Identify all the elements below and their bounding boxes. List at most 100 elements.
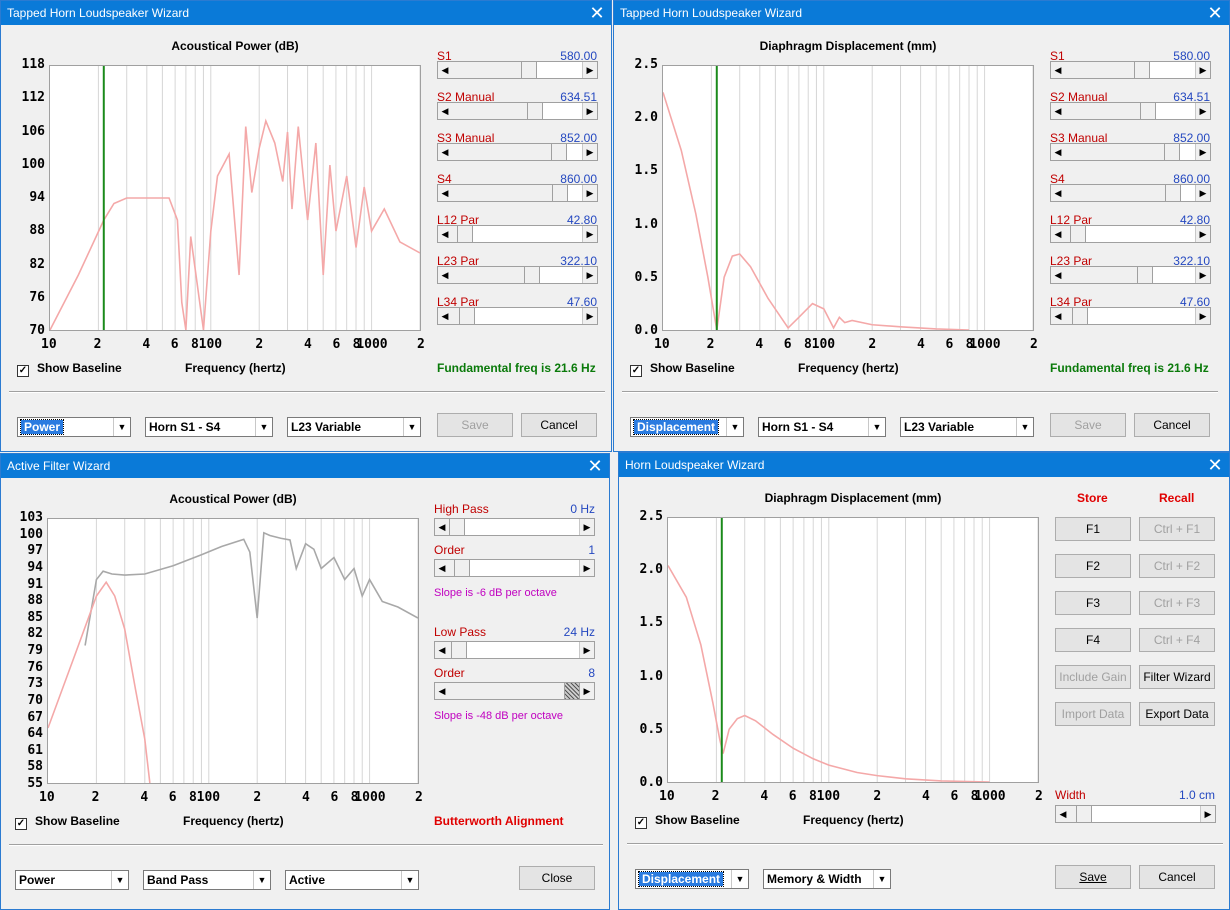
parameter-slider[interactable]: ◀ ▶ <box>1050 184 1211 202</box>
arrow-right-icon[interactable]: ▶ <box>582 226 597 242</box>
title-bar[interactable]: Tapped Horn Loudspeaker Wizard ✕ <box>1 1 611 25</box>
arrow-left-icon[interactable]: ◀ <box>1051 226 1066 242</box>
title-bar[interactable]: Tapped Horn Loudspeaker Wizard ✕ <box>614 1 1229 25</box>
hp-order-slider[interactable]: ◀ ▶ <box>434 559 595 577</box>
parameter-slider[interactable]: ◀ ▶ <box>1050 225 1211 243</box>
variable-combo[interactable]: L23 Variable ▼ <box>900 417 1034 437</box>
store-button[interactable]: F1 <box>1055 517 1131 541</box>
arrow-left-icon[interactable]: ◀ <box>438 62 453 78</box>
arrow-right-icon[interactable]: ▶ <box>579 560 594 576</box>
arrow-right-icon[interactable]: ▶ <box>579 642 594 658</box>
arrow-left-icon[interactable]: ◀ <box>435 683 450 699</box>
high-pass-slider[interactable]: ◀ ▶ <box>434 518 595 536</box>
arrow-right-icon[interactable]: ▶ <box>1195 308 1210 324</box>
arrow-right-icon[interactable]: ▶ <box>1200 806 1215 822</box>
recall-button[interactable]: Ctrl + F4 <box>1139 628 1215 652</box>
slider-thumb[interactable] <box>1137 267 1154 283</box>
parameter-slider[interactable]: ◀ ▶ <box>1050 143 1211 161</box>
filter-type-combo[interactable]: Band Pass ▼ <box>143 870 271 890</box>
arrow-left-icon[interactable]: ◀ <box>435 560 450 576</box>
parameter-slider[interactable]: ◀ ▶ <box>1050 307 1211 325</box>
arrow-right-icon[interactable]: ▶ <box>582 103 597 119</box>
slider-thumb[interactable] <box>458 308 475 324</box>
arrow-left-icon[interactable]: ◀ <box>1051 144 1066 160</box>
parameter-slider[interactable]: ◀ ▶ <box>1050 102 1211 120</box>
slider-thumb[interactable] <box>1134 62 1150 78</box>
mode-combo[interactable]: Displacement ▼ <box>630 417 744 437</box>
recall-button[interactable]: Ctrl + F2 <box>1139 554 1215 578</box>
arrow-right-icon[interactable]: ▶ <box>1195 103 1210 119</box>
arrow-left-icon[interactable]: ◀ <box>438 267 453 283</box>
recall-button[interactable]: Ctrl + F1 <box>1139 517 1215 541</box>
arrow-left-icon[interactable]: ◀ <box>435 519 450 535</box>
slider-thumb[interactable] <box>451 642 468 658</box>
slider-thumb[interactable] <box>1075 806 1092 822</box>
filter-kind-combo[interactable]: Active ▼ <box>285 870 419 890</box>
title-bar[interactable]: Active Filter Wizard ✕ <box>1 454 609 478</box>
slider-thumb[interactable] <box>524 267 541 283</box>
arrow-right-icon[interactable]: ▶ <box>582 267 597 283</box>
save-button[interactable]: Save <box>1055 865 1131 889</box>
arrow-right-icon[interactable]: ▶ <box>1195 62 1210 78</box>
show-baseline-checkbox[interactable]: ✓ Show Baseline <box>635 813 740 829</box>
store-button[interactable]: Include Gain <box>1055 665 1131 689</box>
slider-thumb[interactable] <box>1139 103 1156 119</box>
close-icon[interactable]: ✕ <box>589 3 605 23</box>
title-bar[interactable]: Horn Loudspeaker Wizard ✕ <box>619 453 1229 477</box>
recall-button[interactable]: Ctrl + F3 <box>1139 591 1215 615</box>
arrow-right-icon[interactable]: ▶ <box>579 683 594 699</box>
mode-combo[interactable]: Displacement ▼ <box>635 869 749 889</box>
store-button[interactable]: F3 <box>1055 591 1131 615</box>
show-baseline-checkbox[interactable]: ✓ Show Baseline <box>15 814 120 830</box>
close-button[interactable]: Close <box>519 866 595 890</box>
arrow-left-icon[interactable]: ◀ <box>435 642 450 658</box>
horn-combo[interactable]: Horn S1 - S4 ▼ <box>145 417 273 437</box>
arrow-right-icon[interactable]: ▶ <box>579 519 594 535</box>
cancel-button[interactable]: Cancel <box>521 413 597 437</box>
slider-thumb[interactable] <box>552 185 569 201</box>
arrow-left-icon[interactable]: ◀ <box>1051 308 1066 324</box>
save-button[interactable]: Save <box>437 413 513 437</box>
low-pass-slider[interactable]: ◀ ▶ <box>434 641 595 659</box>
slider-thumb[interactable] <box>564 683 580 699</box>
slider-thumb[interactable] <box>526 103 543 119</box>
arrow-left-icon[interactable]: ◀ <box>438 226 453 242</box>
save-button[interactable]: Save <box>1050 413 1126 437</box>
arrow-left-icon[interactable]: ◀ <box>438 308 453 324</box>
arrow-right-icon[interactable]: ▶ <box>1195 226 1210 242</box>
arrow-left-icon[interactable]: ◀ <box>438 144 453 160</box>
arrow-left-icon[interactable]: ◀ <box>1051 185 1066 201</box>
memory-combo[interactable]: Memory & Width ▼ <box>763 869 891 889</box>
mode-combo[interactable]: Power ▼ <box>17 417 131 437</box>
arrow-left-icon[interactable]: ◀ <box>1056 806 1071 822</box>
parameter-slider[interactable]: ◀ ▶ <box>437 102 598 120</box>
slider-thumb[interactable] <box>1165 185 1182 201</box>
width-slider[interactable]: ◀ ▶ <box>1055 805 1216 823</box>
arrow-right-icon[interactable]: ▶ <box>1195 267 1210 283</box>
store-button[interactable]: F4 <box>1055 628 1131 652</box>
parameter-slider[interactable]: ◀ ▶ <box>1050 61 1211 79</box>
close-icon[interactable]: ✕ <box>1207 3 1223 23</box>
cancel-button[interactable]: Cancel <box>1134 413 1210 437</box>
arrow-right-icon[interactable]: ▶ <box>582 62 597 78</box>
slider-thumb[interactable] <box>1163 144 1180 160</box>
arrow-right-icon[interactable]: ▶ <box>1195 185 1210 201</box>
show-baseline-checkbox[interactable]: ✓ Show Baseline <box>17 361 122 377</box>
arrow-right-icon[interactable]: ▶ <box>582 185 597 201</box>
parameter-slider[interactable]: ◀ ▶ <box>437 266 598 284</box>
parameter-slider[interactable]: ◀ ▶ <box>437 307 598 325</box>
slider-thumb[interactable] <box>453 560 470 576</box>
parameter-slider[interactable]: ◀ ▶ <box>437 184 598 202</box>
lp-order-slider[interactable]: ◀ ▶ <box>434 682 595 700</box>
parameter-slider[interactable]: ◀ ▶ <box>437 61 598 79</box>
arrow-right-icon[interactable]: ▶ <box>582 144 597 160</box>
parameter-slider[interactable]: ◀ ▶ <box>1050 266 1211 284</box>
variable-combo[interactable]: L23 Variable ▼ <box>287 417 421 437</box>
arrow-right-icon[interactable]: ▶ <box>1195 144 1210 160</box>
store-button[interactable]: F2 <box>1055 554 1131 578</box>
cancel-button[interactable]: Cancel <box>1139 865 1215 889</box>
parameter-slider[interactable]: ◀ ▶ <box>437 225 598 243</box>
recall-button[interactable]: Export Data <box>1139 702 1215 726</box>
close-icon[interactable]: ✕ <box>1207 455 1223 475</box>
slider-thumb[interactable] <box>550 144 567 160</box>
